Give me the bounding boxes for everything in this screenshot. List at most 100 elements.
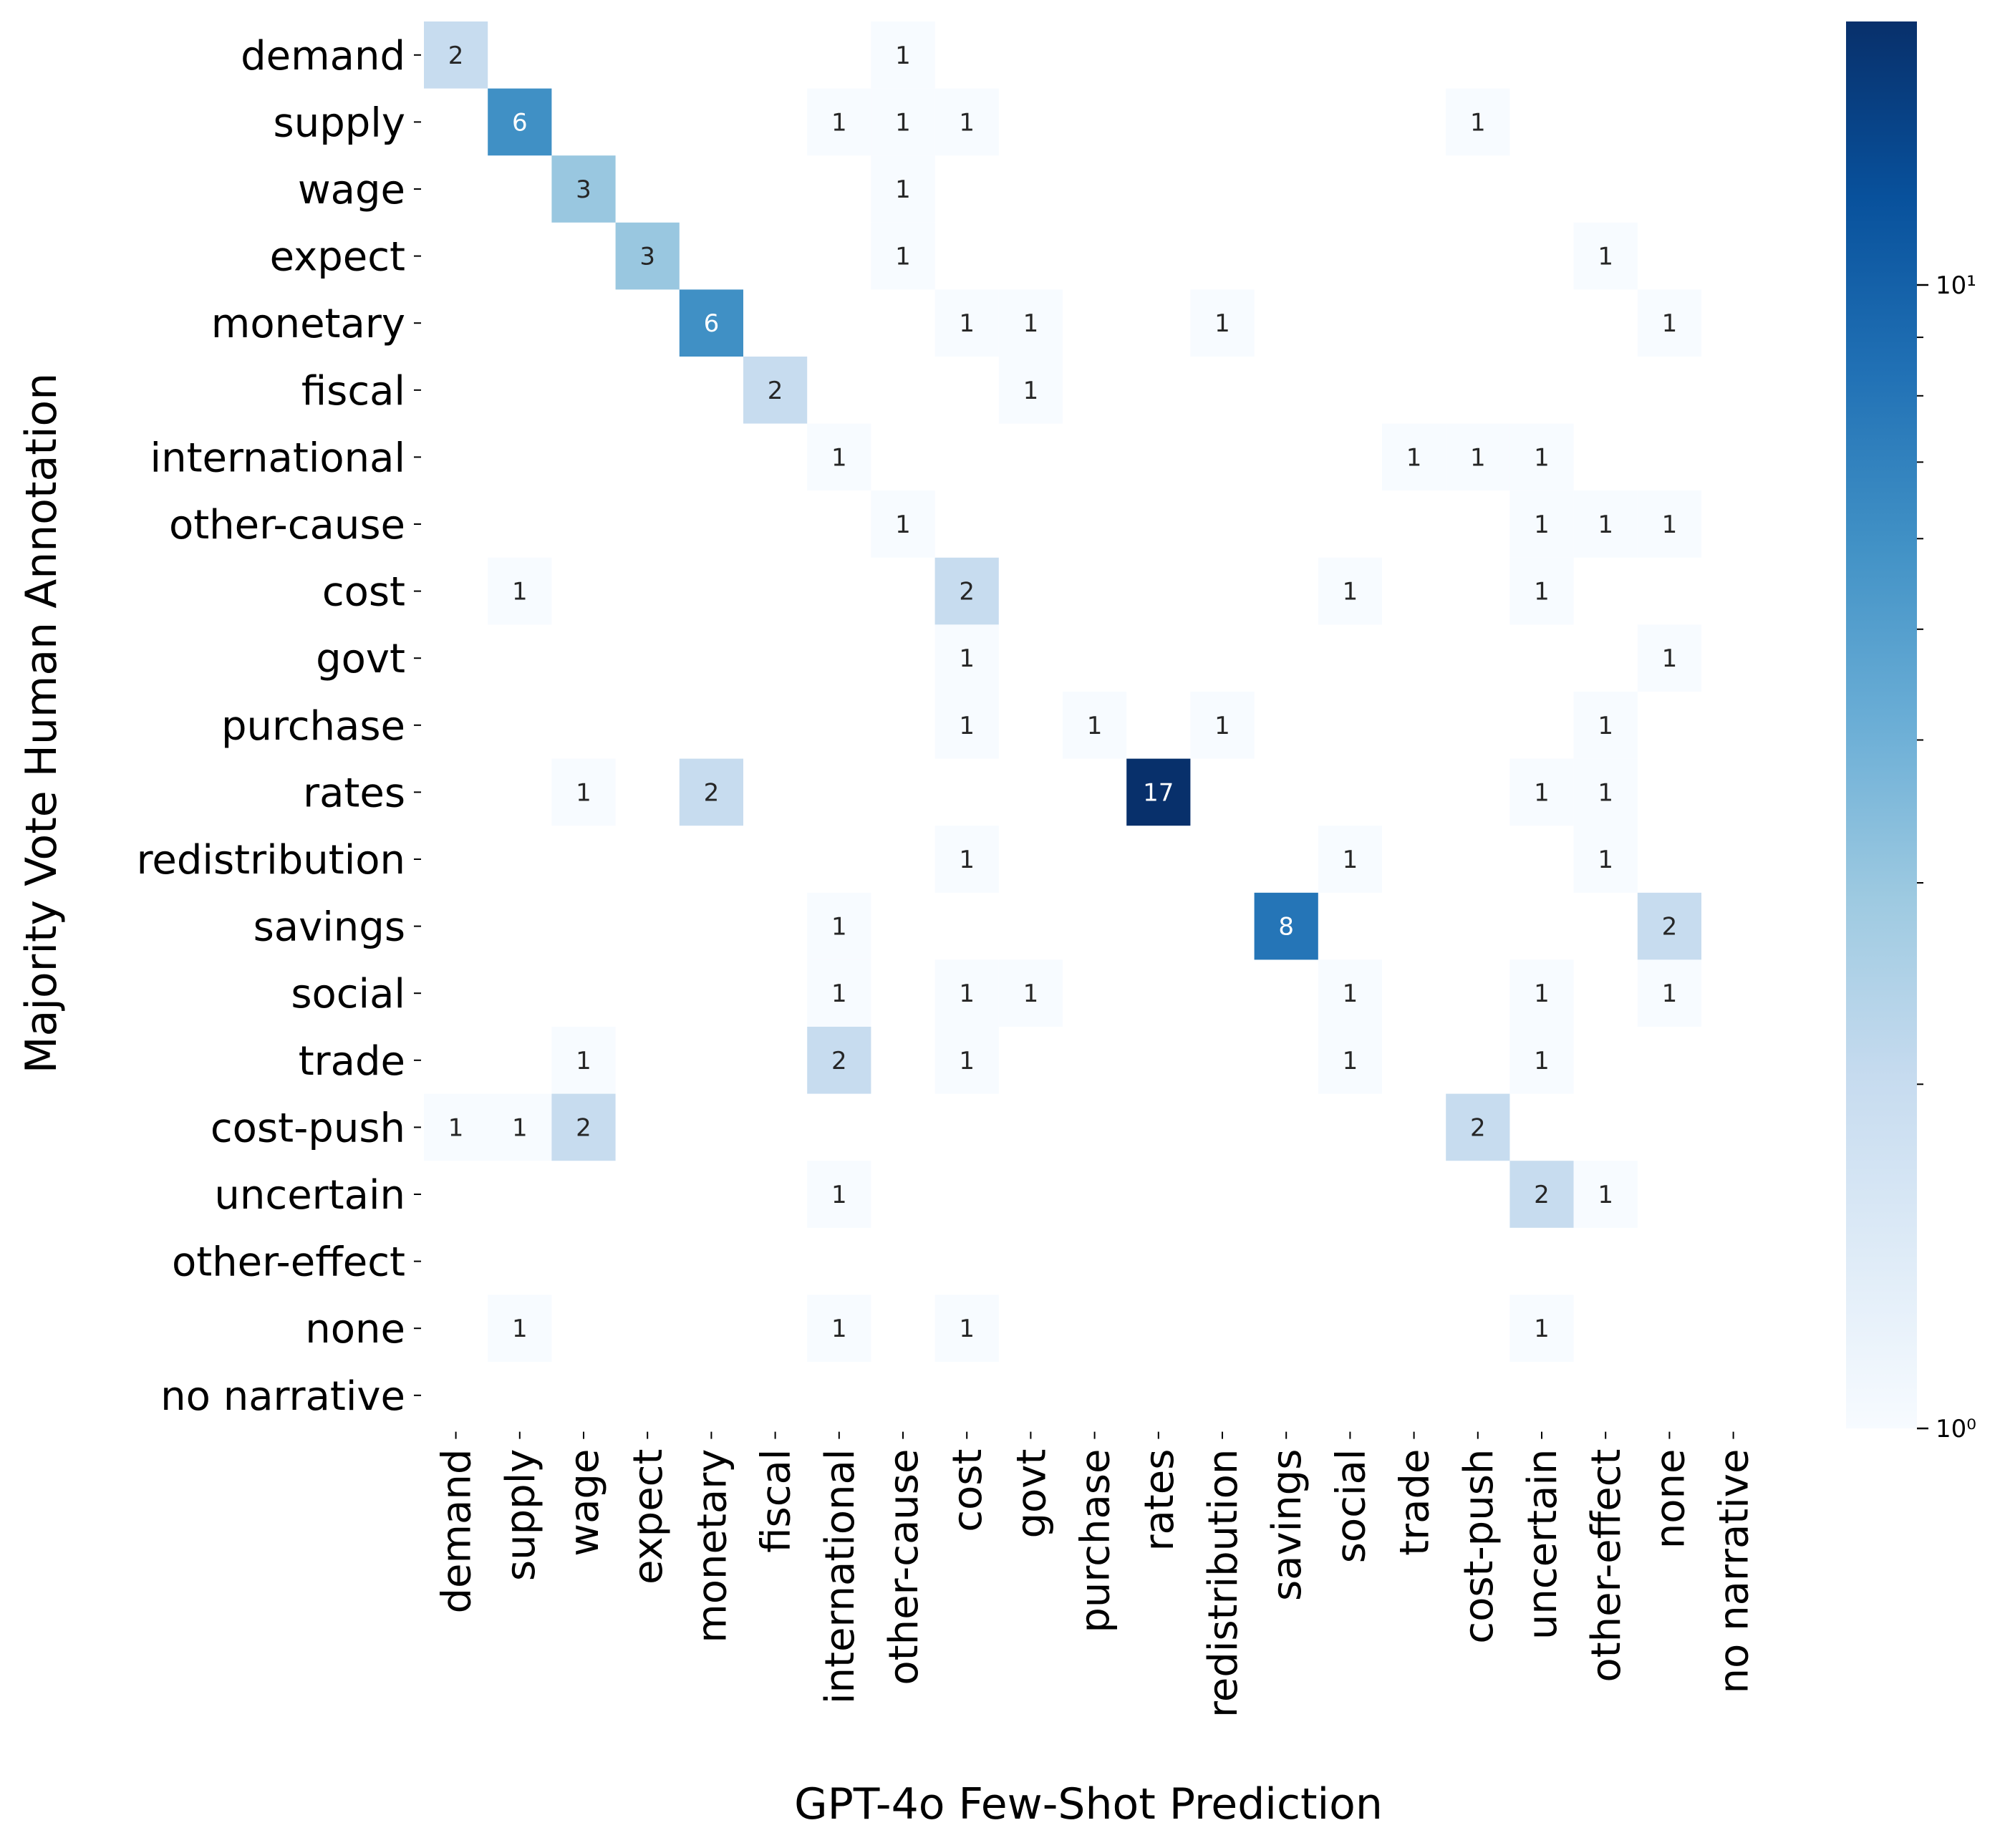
- cell-value-label: 1: [1534, 443, 1550, 472]
- cell-value-label: 8: [1278, 913, 1294, 942]
- x-tick-label: demand: [434, 1449, 480, 1614]
- x-tick-label: fiscal: [753, 1449, 800, 1553]
- x-tick-label: wage: [561, 1449, 608, 1557]
- heatmap-cell: [1190, 289, 1255, 357]
- cell-value-label: 1: [831, 443, 847, 472]
- heatmap-cell: [679, 758, 743, 826]
- heatmap-cell: [871, 490, 935, 558]
- cell-value-label: 1: [831, 913, 847, 942]
- heatmap-cell: [1637, 892, 1701, 960]
- y-tick-label: cost: [322, 569, 405, 616]
- cell-value-label: 1: [1598, 243, 1613, 271]
- colorbar-tick-label: 10¹: [1936, 271, 1976, 300]
- heatmap-cell: [1382, 423, 1446, 491]
- x-tick-label: social: [1328, 1449, 1374, 1564]
- cell-value-label: 1: [1087, 712, 1103, 740]
- cell-value-label: 2: [959, 578, 975, 606]
- cell-value-label: 2: [576, 1113, 591, 1142]
- heatmap-cell: [551, 155, 616, 223]
- heatmap-cell: [934, 1027, 999, 1094]
- cell-value-label: 1: [1343, 846, 1358, 874]
- cell-value-label: 1: [1662, 309, 1678, 338]
- x-tick-label: govt: [1008, 1449, 1055, 1539]
- cell-value-label: 2: [448, 42, 464, 70]
- x-tick-label: none: [1647, 1449, 1694, 1549]
- cell-value-label: 1: [959, 846, 975, 874]
- x-tick-label: no narrative: [1711, 1449, 1758, 1694]
- x-tick-label: international: [817, 1449, 864, 1704]
- heatmap-cell: [1509, 557, 1574, 625]
- cell-value-label: 1: [959, 1315, 975, 1343]
- y-tick-label: none: [305, 1306, 405, 1353]
- y-tick-label: demand: [241, 33, 405, 79]
- heatmap-cell: [807, 423, 871, 491]
- x-tick-label: savings: [1264, 1449, 1310, 1601]
- cell-value-label: 1: [1662, 644, 1678, 673]
- cell-value-label: 1: [1598, 846, 1613, 874]
- cell-value-label: 1: [1598, 511, 1613, 539]
- y-tick-label: trade: [299, 1038, 405, 1085]
- heatmap-cell: [1318, 959, 1382, 1027]
- cell-value-label: 2: [831, 1047, 847, 1075]
- cell-value-label: 3: [576, 175, 591, 204]
- heatmap-cell: [934, 624, 999, 692]
- cell-value-label: 1: [959, 712, 975, 740]
- cell-value-label: 1: [831, 1181, 847, 1209]
- heatmap-cell: [743, 357, 808, 424]
- heatmap-cell: [1573, 490, 1638, 558]
- heatmap-cell: [1509, 1027, 1574, 1094]
- colorbar-tick-label: 10⁰: [1936, 1415, 1976, 1443]
- colorbar: 10⁰ 10¹: [1846, 21, 1976, 1443]
- y-tick-label: uncertain: [214, 1172, 405, 1219]
- cell-value-label: 1: [959, 1047, 975, 1075]
- y-tick-label: purchase: [221, 703, 405, 750]
- heatmap-cell: [934, 1295, 999, 1362]
- y-tick-label: other-effect: [172, 1239, 405, 1286]
- y-tick-label: social: [291, 971, 405, 1017]
- cell-value-label: 1: [895, 511, 911, 539]
- y-tick-label: savings: [253, 904, 405, 951]
- x-tick-label: other-cause: [881, 1449, 927, 1685]
- cell-value-label: 1: [959, 644, 975, 673]
- cell-value-label: 2: [1470, 1113, 1486, 1142]
- x-tick-label: redistribution: [1200, 1449, 1247, 1718]
- y-tick-label: no narrative: [160, 1373, 405, 1420]
- y-tick-label: fiscal: [301, 368, 405, 415]
- x-tick-label: other-effect: [1583, 1449, 1630, 1683]
- cell-value-label: 1: [512, 1315, 528, 1343]
- heatmap-cell: [1509, 490, 1574, 558]
- cell-value-label: 1: [959, 108, 975, 137]
- heatmap-cell: [1573, 758, 1638, 826]
- heatmap-cell: [871, 88, 935, 156]
- cell-value-label: 1: [1406, 443, 1422, 472]
- heatmap-cell: [1509, 959, 1574, 1027]
- heatmap-cell: [934, 692, 999, 759]
- cell-value-label: 1: [1343, 578, 1358, 606]
- cell-value-label: 1: [1662, 979, 1678, 1008]
- cell-value-label: 1: [1534, 511, 1550, 539]
- heatmap-cell: [934, 826, 999, 893]
- heatmap-cell: [1063, 692, 1127, 759]
- cell-value-label: 1: [1214, 309, 1230, 338]
- heatmap-cell: [871, 155, 935, 223]
- heatmap-cell: [551, 1027, 616, 1094]
- heatmap-cell: [488, 1093, 552, 1161]
- heatmap-cell: [1126, 758, 1191, 826]
- cell-value-label: 1: [1598, 712, 1613, 740]
- y-tick-label: other-cause: [169, 502, 405, 548]
- cell-value-label: 1: [1023, 377, 1039, 405]
- heatmap-cell: [1637, 289, 1701, 357]
- heatmap-cell: [1318, 826, 1382, 893]
- cell-value-label: 1: [1023, 309, 1039, 338]
- heatmap-cell: [807, 1027, 871, 1094]
- cell-value-label: 1: [1534, 778, 1550, 807]
- cell-value-label: 1: [1662, 511, 1678, 539]
- cell-value-label: 1: [1534, 1315, 1550, 1343]
- cell-value-label: 1: [1023, 979, 1039, 1008]
- cell-value-label: 1: [576, 778, 591, 807]
- cell-value-label: 1: [831, 108, 847, 137]
- x-tick-label: purchase: [1073, 1449, 1119, 1633]
- cell-value-label: 2: [768, 377, 783, 405]
- x-tick-label: monetary: [689, 1449, 735, 1643]
